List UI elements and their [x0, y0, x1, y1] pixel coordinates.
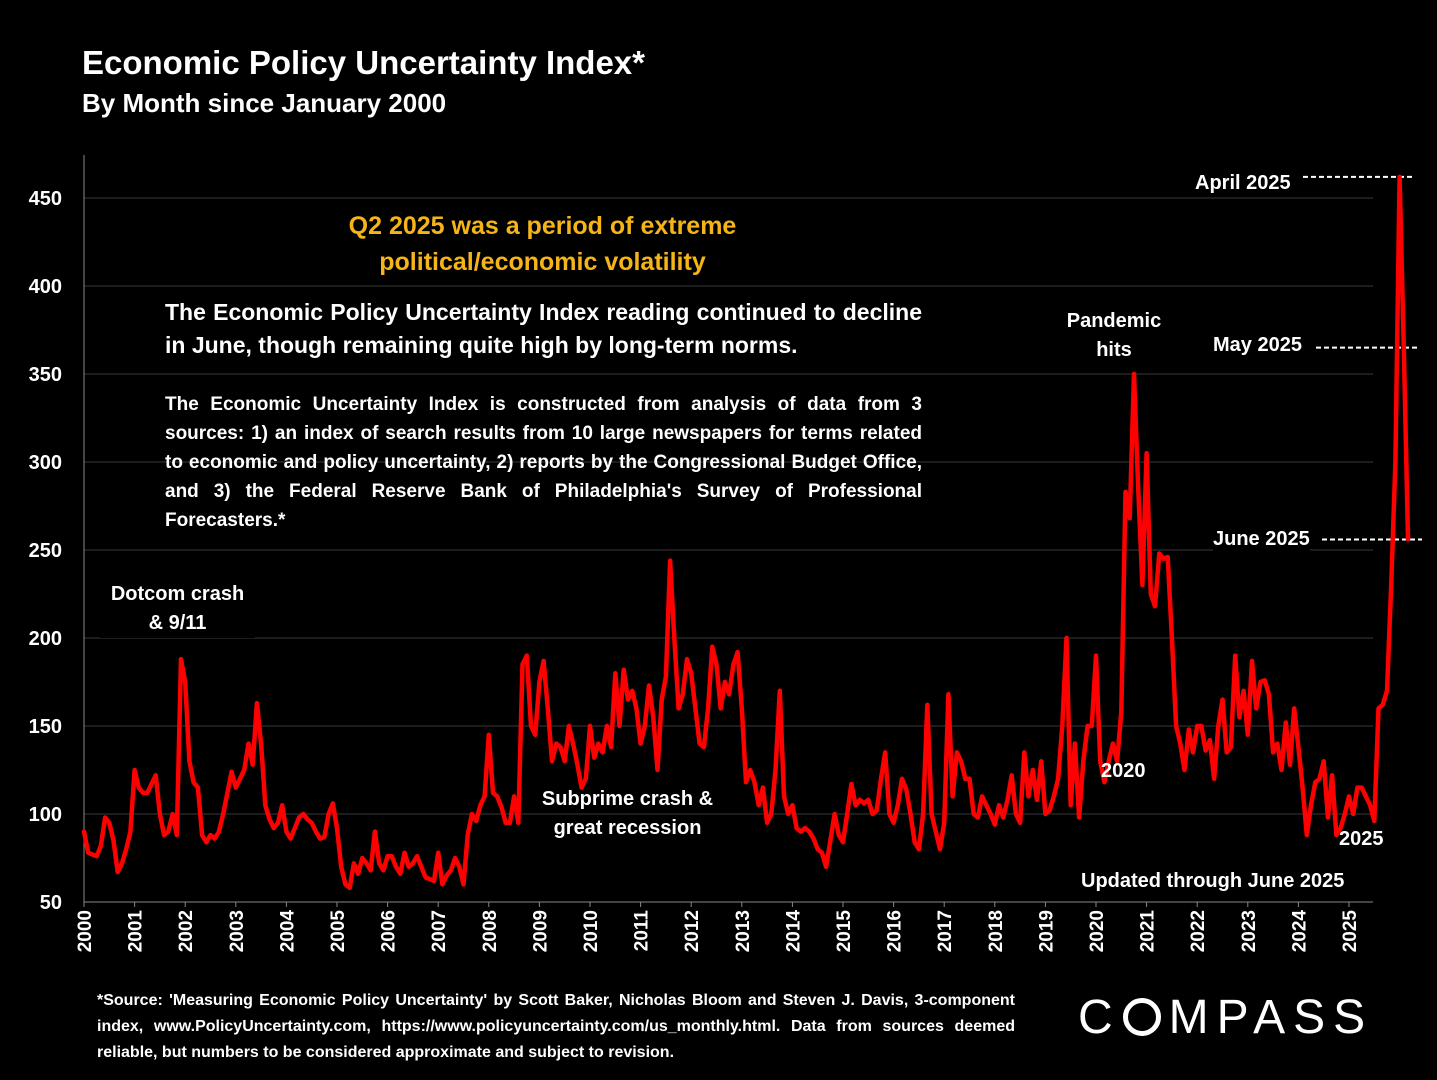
- x-tick-label: 2009: [530, 910, 551, 952]
- x-tick-label: 2010: [581, 910, 602, 952]
- y-tick-label: 250: [29, 540, 62, 562]
- annotation-dotcom: Dotcom crash & 9/11: [100, 580, 255, 638]
- source-footnote: *Source: 'Measuring Economic Policy Unce…: [97, 992, 1015, 1061]
- x-tick-label: 2014: [783, 910, 804, 953]
- logo-text-rest: MPASS: [1168, 991, 1374, 1044]
- highlight-line-1: Q2 2025 was a period of extreme: [348, 212, 737, 240]
- x-tick-label: 2004: [277, 910, 298, 953]
- chart-subtitle: By Month since January 2000: [82, 88, 447, 118]
- compass-logo: C MPASS: [1078, 990, 1373, 1045]
- highlight-line-2: political/economic volatility: [379, 248, 706, 276]
- x-tick-label: 2016: [885, 910, 906, 952]
- annotation-pandemic: Pandemic hits: [1066, 310, 1162, 361]
- x-tick-label: 2023: [1239, 910, 1260, 952]
- x-tick-label: 2013: [733, 910, 754, 952]
- x-tick-label: 2019: [1036, 910, 1057, 952]
- x-tick-label: 2020: [1087, 910, 1108, 952]
- y-tick-label: 300: [29, 452, 62, 474]
- y-tick-label: 450: [29, 188, 62, 210]
- lead-paragraph: The Economic Policy Uncertainty Index re…: [165, 299, 922, 358]
- x-tick-label: 2000: [75, 910, 96, 952]
- logo-o-icon: [1122, 998, 1161, 1036]
- x-tick-label: 2002: [176, 910, 197, 952]
- label-april-2025: April 2025: [1195, 172, 1291, 195]
- x-tick-label: 2012: [682, 910, 703, 952]
- x-tick-label: 2025: [1340, 910, 1361, 953]
- label-may-2025: May 2025: [1213, 334, 1302, 357]
- y-tick-label: 50: [40, 892, 62, 914]
- x-tick-label: 2001: [126, 910, 147, 953]
- x-tick-label: 2007: [429, 910, 450, 952]
- y-tick-label: 100: [29, 804, 62, 826]
- logo-text-c: C: [1078, 991, 1121, 1044]
- annotation-subprime: Subprime crash & great recession: [541, 788, 714, 839]
- chart-title: Economic Policy Uncertainty Index*: [82, 44, 645, 81]
- x-tick-label: 2017: [935, 910, 956, 952]
- annotation-2020: 2020: [1101, 760, 1146, 782]
- x-tick-label: 2011: [632, 910, 653, 952]
- y-tick-label: 200: [29, 628, 62, 650]
- highlight-callout: Q2 2025 was a period of extreme politica…: [270, 208, 815, 280]
- series-line: [81, 174, 1411, 891]
- x-tick-label: 2008: [480, 910, 501, 952]
- annotation-updated: Updated through June 2025: [1081, 870, 1345, 892]
- y-tick-label: 400: [29, 276, 62, 298]
- x-tick-label: 2005: [328, 910, 349, 953]
- x-tick-label: 2015: [834, 910, 855, 953]
- x-tick-label: 2021: [1138, 910, 1159, 953]
- label-june-2025: June 2025: [1213, 528, 1310, 551]
- x-tick-label: 2006: [379, 910, 400, 952]
- x-tick-label: 2022: [1188, 910, 1209, 952]
- x-tick-label: 2024: [1289, 910, 1310, 953]
- x-tick-label: 2018: [986, 910, 1007, 952]
- x-tick-label: 2003: [227, 910, 248, 952]
- y-tick-label: 150: [29, 716, 62, 738]
- annotation-2025: 2025: [1339, 828, 1384, 850]
- explanation-paragraph: The Economic Uncertainty Index is constr…: [165, 394, 922, 531]
- y-tick-label: 350: [29, 364, 62, 386]
